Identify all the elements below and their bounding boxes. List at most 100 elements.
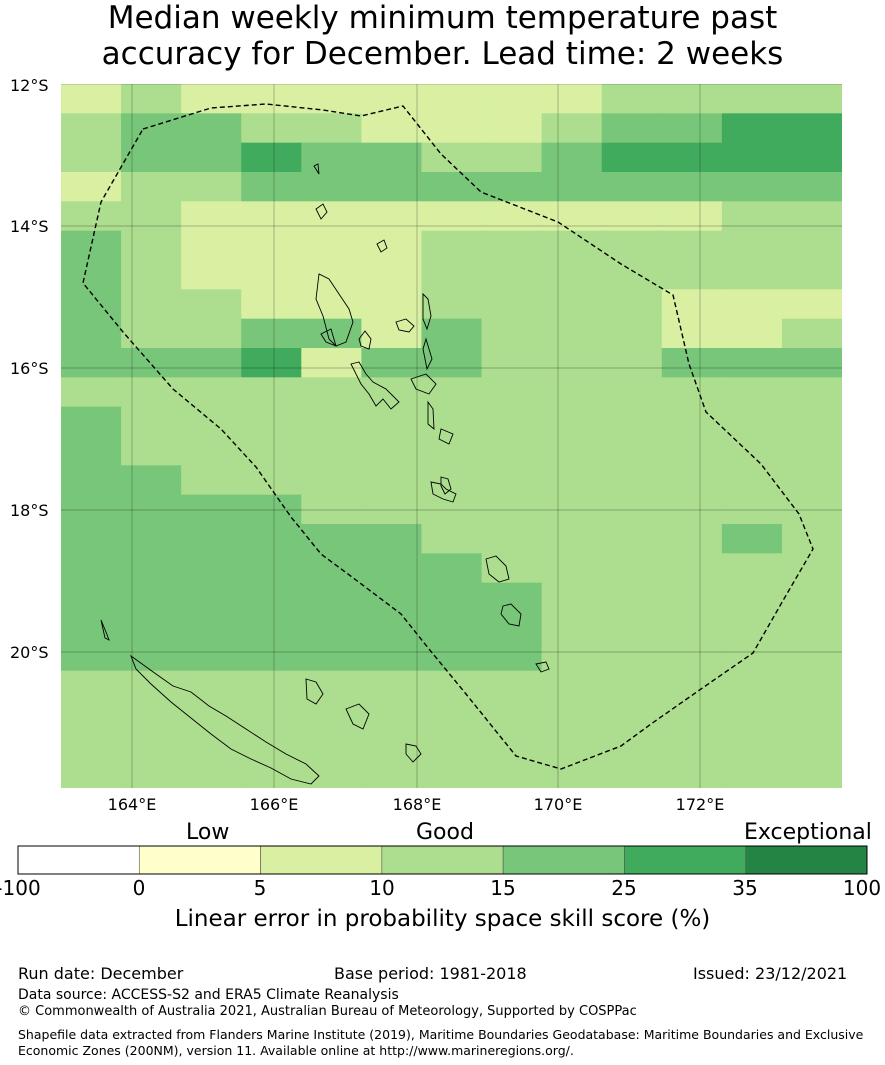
grid-cell: [301, 377, 362, 408]
grid-cell: [661, 670, 723, 701]
grid-cell: [421, 436, 483, 466]
grid-cell: [61, 348, 122, 378]
title-line-2: accuracy for December. Lead time: 2 week…: [101, 36, 784, 72]
grid-cell: [421, 758, 483, 788]
grid-cell: [121, 612, 182, 642]
colorbar-category-exceptional: Exceptional: [744, 820, 872, 845]
grid-cell: [301, 172, 362, 202]
lon-label-166e: 166°E: [249, 795, 299, 814]
grid-cell: [61, 172, 122, 202]
grid-cell: [481, 377, 543, 408]
grid-cell: [781, 729, 842, 760]
grid-cell: [61, 436, 122, 466]
grid-cell: [121, 436, 182, 466]
grid-cell: [181, 758, 242, 788]
grid-cell: [481, 348, 543, 378]
grid-cell: [721, 318, 783, 349]
grid-cell: [601, 729, 663, 760]
grid-cell: [241, 230, 302, 261]
grid-cell: [121, 172, 182, 202]
grid-cell: [781, 612, 842, 642]
grid-cell: [361, 201, 423, 232]
grid-cell: [181, 377, 242, 408]
grid-cell: [61, 758, 122, 788]
grid-cell: [241, 318, 302, 349]
grid-cell: [361, 289, 423, 320]
colorbar-swatch: [624, 845, 747, 875]
grid-cell: [721, 494, 783, 525]
grid-cell: [181, 172, 242, 202]
grid-cell: [181, 465, 242, 496]
grid-cell: [361, 612, 423, 642]
grid-cell: [121, 230, 182, 261]
grid-cell: [241, 670, 302, 701]
grid-cell: [361, 582, 423, 613]
grid-cell: [61, 201, 122, 232]
grid-cell: [781, 172, 842, 202]
grid-cell: [661, 582, 723, 613]
grid-cell: [301, 465, 362, 496]
grid-cell: [181, 524, 242, 554]
grid-cell: [601, 406, 663, 437]
grid-cell: [481, 641, 543, 672]
grid-cell: [61, 524, 122, 554]
grid-cell: [781, 201, 842, 232]
grid-cell: [301, 494, 362, 525]
grid-cell: [721, 201, 783, 232]
grid-cell: [421, 377, 483, 408]
grid-cell: [361, 494, 423, 525]
grid-cell: [601, 201, 663, 232]
grid-cell: [421, 406, 483, 437]
grid-cell: [661, 524, 723, 554]
grid-cell: [301, 524, 362, 554]
grid-cell: [421, 553, 483, 584]
grid-cell: [241, 348, 302, 378]
grid-cell: [661, 142, 723, 173]
grid-cell: [781, 406, 842, 437]
grid-cell: [481, 494, 543, 525]
grid-cell: [541, 436, 603, 466]
grid-cell: [61, 377, 122, 408]
grid-cell: [721, 553, 783, 584]
grid-cell: [181, 494, 242, 525]
grid-cell: [781, 553, 842, 584]
run-date: Run date: December: [18, 964, 184, 983]
grid-cell: [601, 348, 663, 378]
grid-cell: [61, 670, 122, 701]
grid-cell: [241, 113, 302, 144]
coastlines: [100, 163, 550, 785]
grid-cell: [481, 729, 543, 760]
grid-cell: [661, 553, 723, 584]
grid-cell: [721, 377, 783, 408]
grid-cell: [481, 201, 543, 232]
grid-cell: [181, 230, 242, 261]
grid-cell: [241, 142, 302, 173]
grid-cell: [661, 729, 723, 760]
grid-cell: [661, 230, 723, 261]
issued-date: Issued: 23/12/2021: [693, 964, 848, 983]
title-line-1: Median weekly minimum temperature past: [107, 0, 778, 36]
grid-cell: [361, 553, 423, 584]
grid-cell: [661, 289, 723, 320]
grid-cell: [361, 348, 423, 378]
grid-cell: [241, 172, 302, 202]
grid-cell: [121, 641, 182, 672]
graticule: [61, 84, 842, 788]
grid-cell: [481, 612, 543, 642]
colorbar-tick: 15: [490, 876, 516, 900]
grid-cell: [241, 729, 302, 760]
lon-label-170e: 170°E: [533, 795, 583, 814]
colorbar-swatch: [260, 845, 383, 875]
grid-cell: [481, 230, 543, 261]
grid-cell: [481, 289, 543, 320]
grid-cell: [541, 377, 603, 408]
grid-cell: [721, 289, 783, 320]
grid-cell: [241, 612, 302, 642]
grid-cell: [121, 260, 182, 290]
grid-cell: [421, 113, 483, 144]
grid-cell: [661, 377, 723, 408]
grid-cell: [481, 172, 543, 202]
grid-cell: [541, 553, 603, 584]
grid-cell: [481, 582, 543, 613]
grid-cell: [601, 758, 663, 788]
